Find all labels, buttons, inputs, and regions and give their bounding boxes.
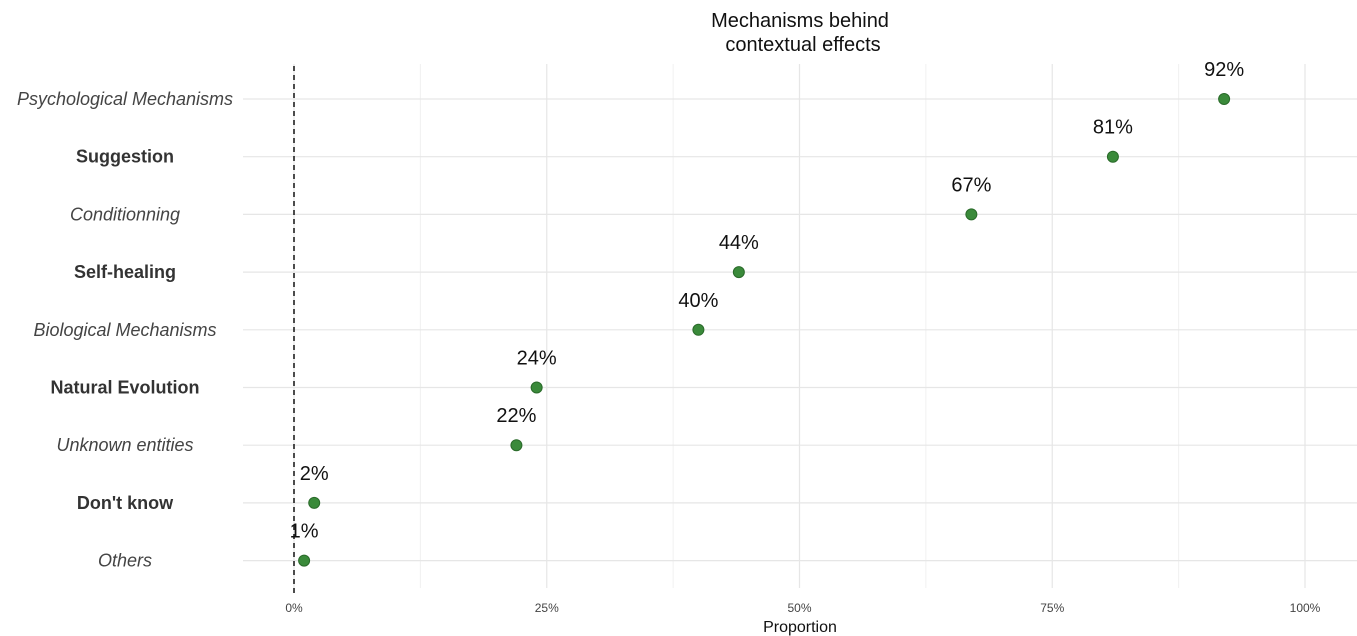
x-tick-label: 25% <box>535 601 559 615</box>
chart-title-line-1: Mechanisms behind <box>711 10 889 32</box>
data-value-label: 24% <box>517 348 557 370</box>
data-value-label: 44% <box>719 232 759 254</box>
data-point <box>308 496 321 509</box>
x-axis-title: Proportion <box>763 619 837 636</box>
data-value-label: 81% <box>1093 117 1133 139</box>
data-point <box>1218 93 1231 105</box>
x-axis-ticks: 0% 25% 50% 75% 100% <box>285 601 1320 615</box>
data-points <box>298 93 1231 567</box>
data-value-label: 22% <box>496 405 536 427</box>
category-label: Self-healing <box>74 262 176 282</box>
data-point <box>965 208 978 221</box>
data-point <box>530 381 543 394</box>
data-point <box>510 439 523 452</box>
category-label: Others <box>98 551 152 571</box>
data-value-label: 40% <box>678 290 718 312</box>
grid-layer <box>243 64 1357 588</box>
x-tick-label: 50% <box>787 601 811 615</box>
category-labels: Psychological Mechanisms Suggestion Condit… <box>17 89 233 571</box>
category-label: Biological Mechanisms <box>33 320 216 340</box>
data-point <box>298 554 311 567</box>
category-label: Psychological Mechanisms <box>17 89 233 109</box>
chart-title-line-2: contextual effects <box>725 34 880 56</box>
data-labels: 92% 81% 67% 44% 40% 24% 22% 2% 1% <box>290 59 1245 543</box>
x-tick-label: 75% <box>1040 601 1064 615</box>
data-point <box>732 266 745 279</box>
category-label: Natural Evolution <box>50 378 199 398</box>
x-tick-label: 0% <box>285 601 303 615</box>
category-label: Conditionning <box>70 204 180 224</box>
category-label: Suggestion <box>76 147 174 167</box>
data-value-label: 1% <box>290 521 319 543</box>
data-point <box>692 323 705 336</box>
category-label: Unknown entities <box>56 435 193 455</box>
data-value-label: 92% <box>1204 59 1244 81</box>
x-tick-label: 100% <box>1290 601 1321 615</box>
data-value-label: 2% <box>300 463 329 485</box>
data-value-label: 67% <box>951 174 991 196</box>
category-label: Don't know <box>77 493 174 513</box>
data-point <box>1106 150 1119 163</box>
